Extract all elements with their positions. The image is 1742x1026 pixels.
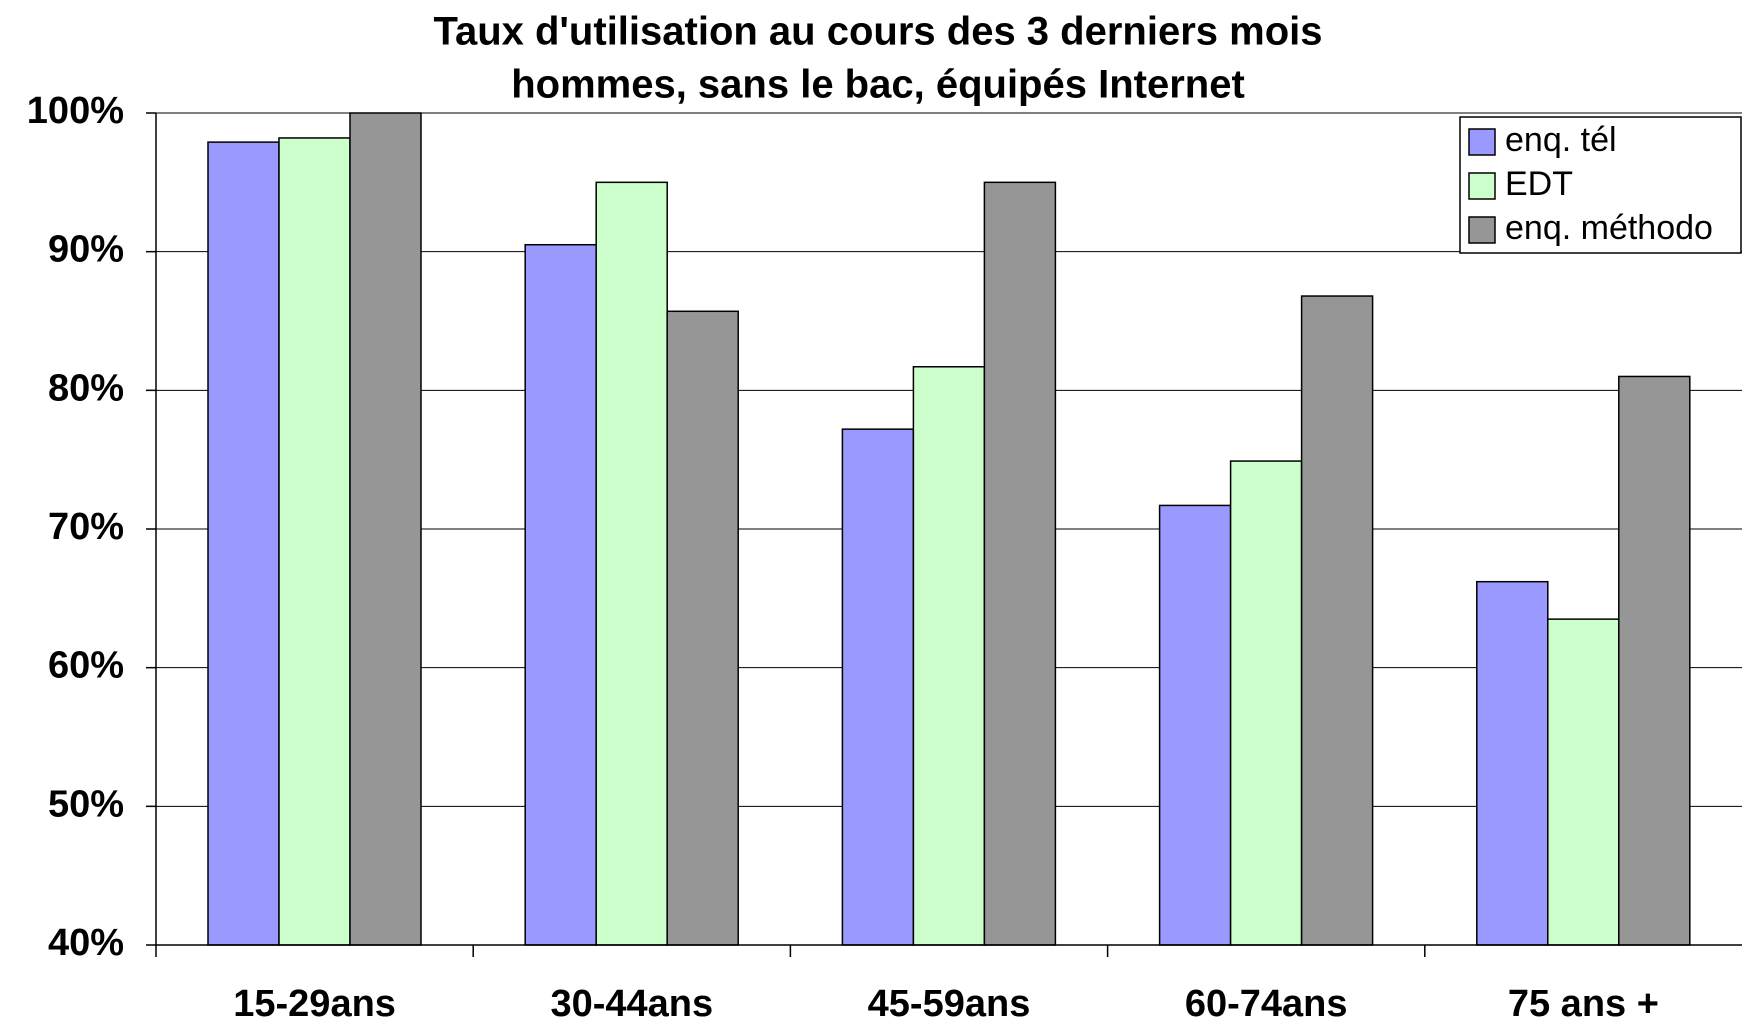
bar [1300,295,1374,946]
chart-title: Taux d'utilisation au cours des 3 dernie… [433,10,1322,54]
bar [666,310,739,946]
bar [207,141,280,946]
y-tick-label: 80% [48,367,124,409]
y-tick-label: 70% [48,506,124,548]
bar [278,137,351,946]
legend-swatch [1468,216,1496,244]
x-tick-label: 60-74ans [1185,983,1348,1025]
bar [912,366,986,946]
x-tick-label: 75 ans + [1508,983,1659,1025]
y-tick-label: 50% [48,783,124,825]
legend-label: enq. méthodo [1505,209,1713,247]
bar [983,181,1057,946]
bar [1229,460,1303,946]
bar [349,112,422,946]
legend-label: EDT [1505,165,1573,203]
legend-label: enq. tél [1505,121,1617,159]
y-tick-label: 90% [48,229,124,271]
bar [841,428,915,946]
bar [1618,375,1691,946]
legend-swatch [1468,128,1496,156]
y-tick-label: 100% [27,90,124,132]
bar [1547,618,1620,946]
chart-subtitle: hommes, sans le bac, équipés Internet [511,63,1245,107]
y-tick-label: 40% [48,922,124,964]
bar [1476,580,1549,946]
x-tick-label: 15-29ans [233,983,396,1025]
legend-swatch [1468,172,1496,200]
x-tick-label: 45-59ans [868,983,1031,1025]
bar [1158,504,1232,946]
x-tick-label: 30-44ans [550,983,713,1025]
bar [524,243,597,946]
legend-box [1459,116,1742,254]
y-tick-label: 60% [48,645,124,687]
bar [595,181,668,946]
